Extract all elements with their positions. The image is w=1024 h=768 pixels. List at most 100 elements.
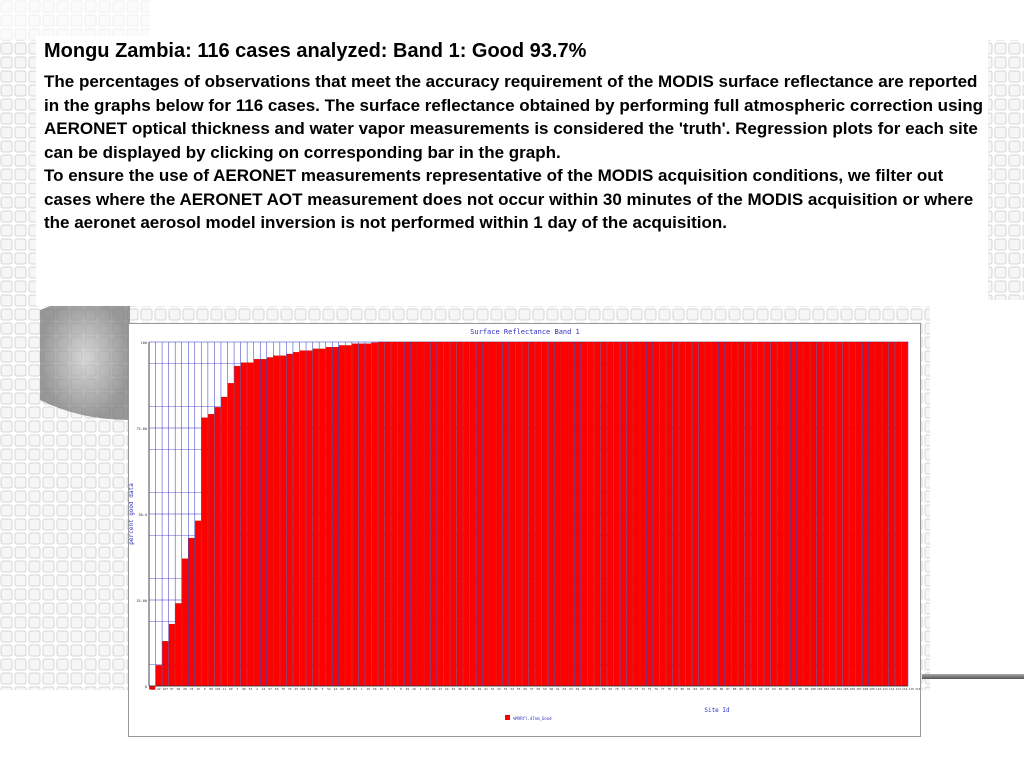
x-tick-label: 77 [661, 687, 665, 691]
slide-title: Mongu Zambia: 116 cases analyzed: Band 1… [44, 40, 587, 62]
bar [698, 341, 705, 687]
bar [587, 341, 594, 687]
x-tick-label: 80 [209, 687, 213, 691]
x-tick-label: 96 [785, 687, 789, 691]
bar [267, 357, 274, 687]
x-tick-label: 102 [300, 687, 306, 691]
x-tick-label: 87 [726, 687, 730, 691]
x-tick-label: 8 [400, 687, 402, 691]
bar [221, 396, 228, 687]
bar [836, 341, 843, 687]
x-tick-label: 35 [379, 687, 383, 691]
x-tick-label: 80 [680, 687, 684, 691]
bar [842, 341, 849, 687]
bar [705, 341, 712, 687]
x-tick-label: 83 [700, 687, 704, 691]
slide-body: The percentages of observations that mee… [44, 70, 989, 235]
bar [378, 341, 385, 687]
y-axis-label: percent good data [129, 483, 135, 545]
x-tick-label: 42 [432, 687, 436, 691]
y-tick-label: 25.00 [136, 599, 147, 603]
bar [319, 348, 326, 687]
x-tick-label: 64 [576, 687, 580, 691]
y-tick-label: 75.00 [136, 427, 147, 431]
bar [685, 341, 692, 687]
bar [620, 341, 627, 687]
bar [273, 355, 280, 687]
x-tick-label: 112 [889, 687, 895, 691]
x-tick-label: 56 [523, 687, 527, 691]
x-tick-label: 44 [445, 687, 449, 691]
bar [502, 341, 509, 687]
x-tick-label: 109 [869, 687, 875, 691]
bar [868, 341, 876, 687]
bar [770, 341, 777, 687]
bar [332, 347, 339, 687]
bar [384, 341, 391, 687]
x-tick-label: 88 [733, 687, 737, 691]
bar [672, 341, 679, 687]
bar [554, 341, 561, 687]
x-tick-label: 55 [517, 687, 521, 691]
bar [659, 341, 666, 687]
x-tick-label: 106 [850, 687, 856, 691]
x-tick-label: 7 [393, 687, 395, 691]
x-tick-label: 79 [674, 687, 678, 691]
x-tick-label: 72 [628, 687, 632, 691]
paragraph-2: To ensure the use of AERONET measurement… [44, 166, 974, 232]
globe-graphic [40, 296, 130, 420]
x-tick-label: 4 [256, 687, 258, 691]
bar [738, 341, 745, 687]
bar [227, 383, 234, 687]
bar [391, 341, 398, 687]
bar [358, 343, 365, 687]
bar [764, 341, 771, 687]
legend-swatch [505, 715, 510, 720]
bar [810, 341, 817, 687]
bar [437, 341, 444, 687]
x-tick-label: 99 [229, 687, 233, 691]
x-tick-label: 82 [694, 687, 698, 691]
x-tick-label: 110 [876, 687, 882, 691]
x-tick-label: 84 [707, 687, 711, 691]
x-tick-label: 86 [720, 687, 724, 691]
bar [450, 341, 457, 687]
bar [175, 603, 182, 687]
bar [306, 350, 313, 687]
x-tick-label: 61 [556, 687, 560, 691]
x-tick-label: 94 [772, 687, 776, 691]
x-tick-label: 101 [817, 687, 823, 691]
x-tick-label: 3 [236, 687, 238, 691]
x-tick-label: 103 [830, 687, 836, 691]
x-tick-label: 115 [909, 687, 915, 691]
x-tick-label: 53 [249, 687, 253, 691]
bar [633, 341, 640, 687]
bar [312, 348, 319, 687]
bar [790, 341, 797, 687]
x-tick-label: 116 [915, 687, 920, 691]
text-panel [36, 36, 988, 306]
x-tick-label: 14 [262, 687, 266, 691]
bar [548, 341, 555, 687]
legend-label: %MVRfl.47nm_Good [513, 716, 552, 721]
x-tick-label: 108 [863, 687, 869, 691]
x-tick-label: 92 [759, 687, 763, 691]
x-tick-label: 59 [543, 687, 547, 691]
bar [404, 341, 411, 687]
x-tick-label: 52 [497, 687, 501, 691]
x-tick-label: 100 [810, 687, 816, 691]
x-tick-label: 53 [504, 687, 508, 691]
x-tick-label: 65 [582, 687, 586, 691]
x-tick-label: 113 [895, 687, 901, 691]
bar [247, 362, 254, 687]
bar [234, 365, 241, 687]
x-tick-label: 33 [190, 687, 194, 691]
x-tick-label: 50 [275, 687, 279, 691]
chart-title: Surface Reflectance Band 1 [470, 328, 580, 336]
bar [240, 362, 247, 687]
x-tick-label: 47 [465, 687, 469, 691]
bar [855, 341, 862, 687]
x-tick-label: 69 [608, 687, 612, 691]
bar [783, 341, 790, 687]
